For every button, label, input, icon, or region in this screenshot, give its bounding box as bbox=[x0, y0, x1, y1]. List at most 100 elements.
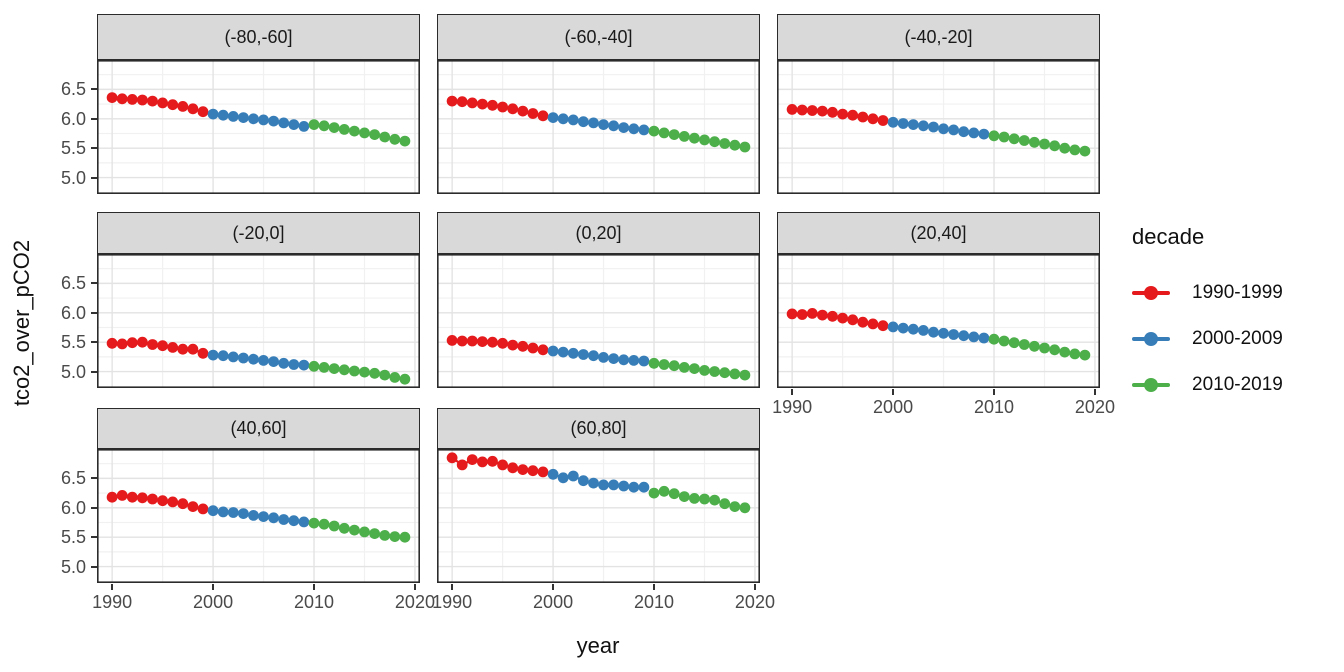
data-point bbox=[137, 492, 148, 504]
data-point bbox=[658, 127, 670, 139]
data-point bbox=[729, 501, 741, 512]
data-point bbox=[116, 338, 128, 350]
facet-strip: (40,60] bbox=[97, 408, 420, 449]
data-point bbox=[618, 354, 630, 366]
x-axis-title: year bbox=[576, 633, 620, 658]
data-point bbox=[238, 112, 249, 123]
x-tick-label: 2020 bbox=[1074, 397, 1115, 417]
data-point bbox=[709, 494, 720, 506]
data-point bbox=[638, 124, 650, 136]
data-point bbox=[948, 124, 959, 136]
legend-title: decade bbox=[1132, 224, 1205, 249]
data-point bbox=[517, 340, 529, 352]
data-point bbox=[678, 131, 690, 142]
data-point bbox=[837, 108, 848, 120]
data-point bbox=[338, 522, 350, 534]
data-point bbox=[719, 138, 731, 149]
y-tick-label: 6.0 bbox=[60, 497, 86, 518]
x-tick-mark bbox=[791, 389, 794, 395]
data-point bbox=[689, 493, 700, 504]
facet-panel bbox=[437, 449, 760, 583]
x-tick-mark bbox=[451, 584, 454, 590]
data-point bbox=[157, 97, 168, 109]
data-point bbox=[318, 120, 330, 132]
data-point bbox=[497, 337, 508, 349]
data-point bbox=[197, 106, 209, 118]
facet-(0,20]: (0,20] bbox=[437, 212, 760, 388]
data-point bbox=[547, 112, 559, 123]
data-point bbox=[567, 114, 579, 126]
data-point bbox=[958, 330, 970, 342]
data-point bbox=[877, 115, 889, 126]
y-tick-label: 6.5 bbox=[60, 273, 86, 294]
y-tick-mark bbox=[91, 88, 97, 91]
data-point bbox=[817, 309, 828, 321]
data-point bbox=[308, 119, 320, 130]
data-point bbox=[379, 369, 391, 381]
data-point bbox=[598, 119, 609, 130]
data-point bbox=[238, 508, 249, 519]
x-tick-label: 2020 bbox=[734, 592, 775, 612]
data-point bbox=[1018, 135, 1030, 146]
data-point bbox=[648, 357, 660, 369]
data-point bbox=[456, 335, 468, 347]
data-point bbox=[298, 516, 310, 528]
y-tick-label: 5.5 bbox=[60, 527, 86, 548]
data-point bbox=[308, 517, 320, 529]
facet-panel bbox=[97, 60, 420, 194]
x-tick-label: 2010 bbox=[633, 592, 675, 612]
data-point bbox=[227, 351, 239, 363]
data-point bbox=[126, 337, 138, 349]
data-point bbox=[1029, 340, 1040, 352]
x-tick-label: 2000 bbox=[873, 397, 914, 417]
data-point bbox=[928, 121, 939, 133]
data-point bbox=[827, 310, 838, 322]
data-point bbox=[157, 340, 168, 352]
x-tick-mark bbox=[892, 389, 895, 395]
data-point bbox=[147, 493, 158, 505]
data-point bbox=[207, 505, 219, 517]
x-tick-label: 1990 bbox=[92, 592, 133, 612]
y-tick-label: 6.5 bbox=[60, 468, 86, 489]
data-point bbox=[739, 369, 751, 381]
x-tick-label: 2010 bbox=[973, 397, 1015, 417]
data-point bbox=[786, 104, 798, 115]
facet-strip: (20,40] bbox=[777, 212, 1100, 254]
facet-strip: (0,20] bbox=[437, 212, 760, 254]
x-tick-mark bbox=[1093, 389, 1096, 395]
data-point bbox=[668, 129, 680, 140]
data-point bbox=[116, 490, 128, 501]
data-point bbox=[1039, 138, 1050, 150]
data-point bbox=[369, 528, 380, 539]
x-tick-mark bbox=[552, 584, 555, 590]
data-point bbox=[258, 114, 269, 126]
data-point bbox=[668, 488, 680, 500]
facet-strip-label: (-60,-40] bbox=[564, 26, 633, 47]
data-point bbox=[588, 477, 599, 489]
data-point bbox=[588, 117, 599, 129]
y-tick-label: 5.5 bbox=[60, 138, 86, 159]
data-point bbox=[126, 491, 138, 503]
data-point bbox=[719, 498, 731, 510]
data-point bbox=[598, 479, 609, 491]
data-point bbox=[248, 510, 259, 521]
data-point bbox=[806, 308, 818, 319]
x-tick-mark bbox=[993, 389, 996, 395]
data-point bbox=[157, 495, 168, 507]
data-point bbox=[887, 116, 899, 128]
data-point bbox=[907, 323, 919, 335]
data-point bbox=[578, 349, 589, 360]
data-point bbox=[167, 99, 179, 111]
data-point bbox=[1008, 133, 1020, 145]
data-point bbox=[796, 104, 808, 116]
data-point bbox=[628, 481, 640, 493]
data-point bbox=[978, 128, 990, 140]
data-point bbox=[938, 327, 949, 339]
data-point bbox=[547, 345, 559, 357]
legend-key-icon bbox=[1132, 286, 1170, 300]
data-point bbox=[466, 335, 478, 347]
data-point bbox=[1049, 344, 1060, 356]
facet-strip-label: (-40,-20] bbox=[904, 26, 973, 47]
y-tick-label: 6.0 bbox=[60, 108, 86, 129]
